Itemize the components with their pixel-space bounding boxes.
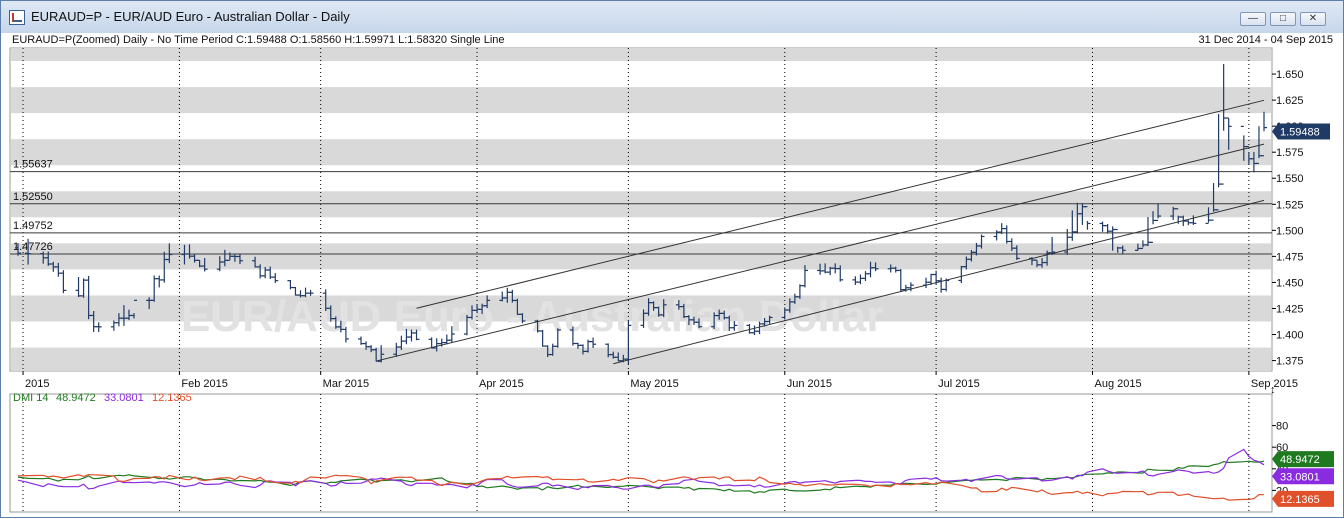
title-bar: EURAUD=P - EUR/AUD Euro - Australian Dol… [1,1,1343,33]
x-tick-label: Feb 2015 [181,378,227,390]
dmi-last-value-marker [1272,490,1334,507]
watermark: EUR/AUD Euro - Australian Dollar [181,292,883,341]
x-tick-label: Mar 2015 [323,378,369,390]
grid-band [11,295,1271,322]
y-tick-label: 1.525 [1276,199,1304,211]
dmi-title: DMI 14 [13,392,48,404]
grid-band [11,139,1271,166]
horizontal-level-label: 1.47726 [13,241,53,253]
window-title: EURAUD=P - EUR/AUD Euro - Australian Dol… [31,9,350,24]
x-tick-label: Aug 2015 [1094,378,1141,390]
x-tick-label: May 2015 [630,378,678,390]
chart-app-icon [9,10,25,25]
y-tick-label: 1.425 [1276,303,1304,315]
horizontal-level-label: 1.55637 [13,159,53,171]
dmi-last-value-label: 33.0801 [1280,471,1320,483]
last-price-marker [1272,123,1330,140]
dmi-last-value-marker [1272,468,1334,485]
ohlc-bars [15,64,1267,365]
y-tick-label: 1.575 [1276,147,1304,159]
channel-trendline [376,143,1265,362]
channel-trendline [416,99,1265,309]
y-tick-label: 1.475 [1276,251,1304,263]
ohlc-info: EURAUD=P(Zoomed) Daily - No Time Period … [12,34,505,46]
close-icon[interactable]: ✕ [1300,12,1326,26]
dmi-series-label: 12.1365 [152,392,192,404]
channel-trendline [613,199,1265,365]
minimize-icon[interactable]: — [1240,12,1266,26]
y-tick-label: 1.500 [1276,225,1304,237]
date-range: 31 Dec 2014 - 04 Sep 2015 [1198,34,1333,46]
splitter-resize-icon: ↕ [1270,384,1276,396]
horizontal-level-label: 1.52550 [13,191,53,203]
last-price-label: 1.59488 [1280,126,1320,138]
y-tick-label: 1.375 [1276,356,1304,368]
grid-band [11,347,1271,371]
grid-band [11,191,1271,218]
x-tick-label: Sep 2015 [1251,378,1298,390]
grid-band [11,48,1271,62]
restore-icon[interactable]: □ [1270,12,1296,26]
horizontal-level-label: 1.49752 [13,220,53,232]
dmi-last-value-label: 12.1365 [1280,494,1320,506]
dmi-series-line [17,448,1265,491]
dmi-last-value-marker [1272,451,1334,468]
x-tick-label: 2015 [25,378,49,390]
dmi-series-line [17,473,1265,501]
y-tick-label: 1.450 [1276,277,1304,289]
x-tick-label: Apr 2015 [479,378,524,390]
dmi-y-tick-label: 80 [1276,421,1288,433]
dmi-panel [9,393,1273,513]
y-tick-label: 1.625 [1276,95,1304,107]
x-tick-label: Jul 2015 [938,378,980,390]
x-tick-label: Jun 2015 [787,378,832,390]
grid-band [11,243,1271,270]
y-tick-label: 1.400 [1276,330,1304,342]
chart-info-bar: EURAUD=P(Zoomed) Daily - No Time Period … [9,34,1335,48]
dmi-series-label: 33.0801 [104,392,144,404]
y-tick-label: 1.650 [1276,69,1304,81]
dmi-last-value-label: 48.9472 [1280,454,1320,466]
y-tick-label: 1.550 [1276,173,1304,185]
grid-band [11,87,1271,114]
dmi-series-label: 48.9472 [56,392,96,404]
